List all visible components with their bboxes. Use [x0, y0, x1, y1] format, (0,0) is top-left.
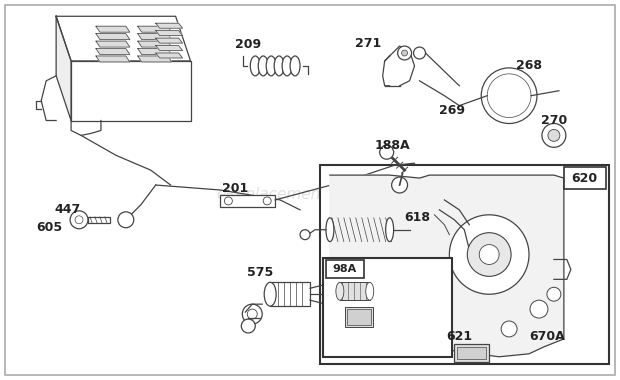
Circle shape	[397, 46, 412, 60]
Text: eReplacementParts.com: eReplacementParts.com	[216, 187, 404, 203]
Polygon shape	[156, 38, 182, 43]
Circle shape	[241, 319, 255, 333]
Polygon shape	[56, 16, 71, 120]
Circle shape	[247, 309, 257, 319]
Circle shape	[548, 130, 560, 141]
Circle shape	[414, 47, 425, 59]
Circle shape	[75, 216, 83, 224]
Circle shape	[224, 197, 232, 205]
Circle shape	[547, 287, 561, 301]
Text: 269: 269	[440, 104, 466, 117]
Ellipse shape	[264, 282, 276, 306]
Bar	[323, 258, 453, 357]
Ellipse shape	[250, 56, 260, 76]
Circle shape	[479, 245, 499, 264]
Circle shape	[379, 145, 394, 159]
Circle shape	[501, 321, 517, 337]
Polygon shape	[156, 23, 182, 28]
Text: 618: 618	[404, 211, 430, 224]
Bar	[270, 282, 310, 306]
Bar	[564, 167, 606, 189]
Circle shape	[487, 74, 531, 117]
Text: 670A: 670A	[529, 331, 565, 344]
Circle shape	[70, 211, 88, 229]
Text: 447: 447	[54, 203, 80, 216]
Text: 270: 270	[541, 114, 567, 127]
Text: 268: 268	[516, 59, 542, 73]
Polygon shape	[56, 16, 190, 61]
Text: 209: 209	[235, 38, 262, 51]
Ellipse shape	[282, 56, 292, 76]
Polygon shape	[71, 61, 190, 120]
Text: 98A: 98A	[333, 264, 357, 274]
Polygon shape	[96, 41, 130, 47]
Bar	[458, 347, 486, 359]
Circle shape	[402, 50, 407, 56]
Bar	[340, 282, 370, 300]
Polygon shape	[96, 34, 130, 40]
Text: 271: 271	[355, 36, 381, 49]
Ellipse shape	[290, 56, 300, 76]
Bar	[347, 309, 371, 325]
Ellipse shape	[386, 218, 394, 242]
Polygon shape	[138, 34, 172, 40]
Polygon shape	[138, 26, 172, 32]
Circle shape	[118, 212, 134, 228]
Circle shape	[450, 215, 529, 294]
Text: 620: 620	[572, 172, 598, 185]
Polygon shape	[156, 31, 182, 36]
Polygon shape	[156, 46, 182, 51]
Text: 575: 575	[247, 266, 273, 279]
Circle shape	[242, 304, 262, 324]
Bar	[345, 307, 373, 327]
Polygon shape	[138, 56, 172, 62]
Bar	[88, 217, 110, 223]
Circle shape	[392, 177, 407, 193]
Polygon shape	[138, 49, 172, 54]
Ellipse shape	[366, 282, 374, 300]
Bar	[320, 165, 609, 364]
Text: 621: 621	[446, 331, 472, 344]
Polygon shape	[96, 49, 130, 54]
Bar	[454, 344, 489, 362]
Text: 605: 605	[36, 221, 62, 234]
Polygon shape	[138, 41, 172, 47]
Circle shape	[542, 124, 566, 147]
Circle shape	[481, 68, 537, 124]
Circle shape	[300, 230, 310, 240]
Bar	[220, 195, 275, 207]
Ellipse shape	[274, 56, 284, 76]
Bar	[330, 218, 389, 242]
Polygon shape	[96, 56, 130, 62]
Text: 201: 201	[222, 182, 249, 195]
Polygon shape	[156, 53, 182, 58]
Circle shape	[264, 197, 271, 205]
Ellipse shape	[336, 282, 344, 300]
Ellipse shape	[326, 218, 334, 242]
Ellipse shape	[266, 56, 276, 76]
Polygon shape	[96, 26, 130, 32]
Ellipse shape	[259, 56, 268, 76]
Text: 188A: 188A	[375, 139, 410, 152]
Circle shape	[467, 233, 511, 276]
Bar	[326, 260, 364, 278]
Polygon shape	[330, 175, 564, 357]
Circle shape	[530, 300, 548, 318]
